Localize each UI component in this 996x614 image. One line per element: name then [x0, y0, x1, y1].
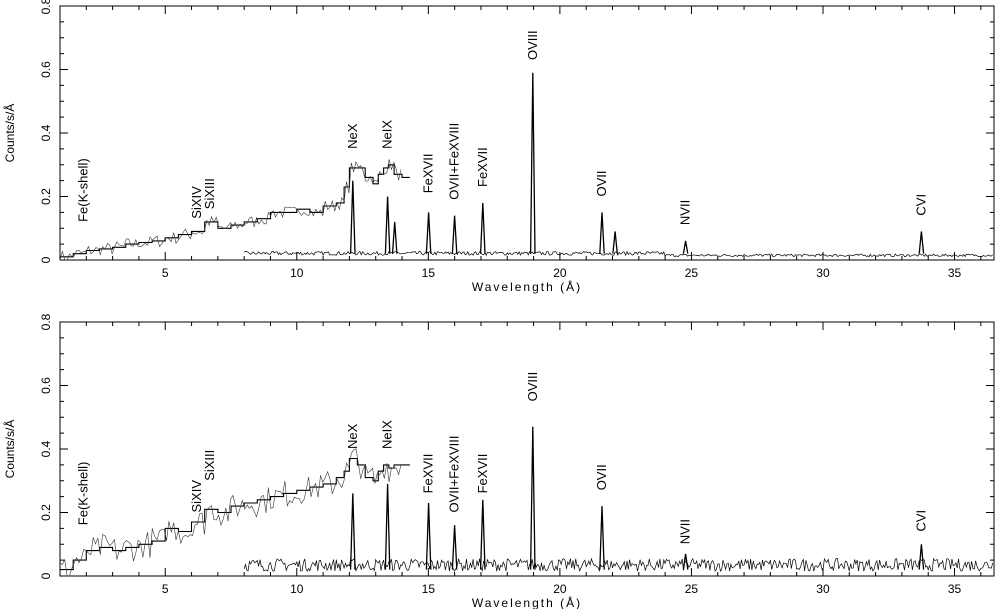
emission-line-peak [425, 502, 432, 570]
emission-line-peak [425, 212, 432, 254]
x-tick-label: 25 [685, 266, 699, 280]
emission-line-peak [384, 196, 391, 254]
emission-line-peak [451, 215, 458, 254]
emission-line-peak [599, 212, 605, 254]
line-annotation: Fe(K-shell) [76, 158, 91, 222]
y-tick-label: 0.2 [39, 188, 53, 205]
x-tick-label: 5 [162, 582, 169, 596]
series-step-spectrum [60, 164, 410, 258]
line-annotation: OVII [594, 170, 609, 196]
emission-line-peak [479, 202, 486, 254]
panel-top: 5 10 15 20 25 30 35 0 0.2 0.4 0.6 0.8 Wavelength (Å)… [2, 0, 995, 294]
x-tick-label: 30 [816, 266, 830, 280]
line-annotation: NeX [345, 123, 360, 149]
x-tick-label: 5 [162, 266, 169, 280]
x-tick-label: 10 [290, 266, 304, 280]
line-annotation: SiXIV [189, 480, 204, 513]
line-annotation: NeIX [380, 420, 395, 449]
x-axis-label: Wavelength (Å) [472, 279, 582, 294]
line-annotation: OVII [594, 464, 609, 490]
emission-line-peak [612, 231, 618, 254]
y-tick-label: 0.8 [39, 313, 53, 330]
emission-line-peak [384, 483, 391, 570]
emission-line-peak [918, 231, 925, 254]
line-annotation: FeXVII [475, 454, 490, 494]
emission-line-peak [391, 221, 398, 254]
series-line-spectrum [244, 250, 993, 258]
line-annotation: SiXIII [202, 178, 217, 209]
line-annotation: NVII [678, 519, 693, 544]
line-annotation: CVI [913, 194, 928, 216]
x-tick-label: 15 [422, 266, 436, 280]
x-tick-label: 10 [290, 582, 304, 596]
line-annotation: NeX [345, 423, 360, 449]
emission-line-peak [349, 180, 356, 254]
x-tick-label: 15 [422, 582, 436, 596]
line-annotation: OVIII [525, 372, 540, 402]
y-tick-label: 0.6 [39, 61, 53, 78]
x-tick-label: 35 [948, 266, 962, 280]
series-step-noise [59, 159, 402, 261]
x-tick-label: 20 [553, 266, 567, 280]
x-tick-label: 35 [948, 582, 962, 596]
line-annotation: Fe(K-shell) [76, 462, 91, 526]
line-annotation: FeXVII [421, 454, 436, 494]
y-tick-label: 0 [39, 572, 53, 579]
line-annotation: CVI [913, 510, 928, 532]
x-tick-label: 25 [685, 582, 699, 596]
line-annotation: FeXVII [421, 154, 436, 194]
line-annotation: SiXIII [202, 450, 217, 481]
series-step-spectrum [60, 457, 410, 571]
y-tick-label: 0.8 [39, 0, 53, 14]
y-tick-label: 0.4 [39, 440, 53, 457]
line-annotation: SiXIV [189, 186, 204, 219]
x-tick-label: 20 [553, 582, 567, 596]
y-tick-label: 0.6 [39, 377, 53, 394]
y-tick-label: 0.2 [39, 504, 53, 521]
panel-bottom: 5 10 15 20 25 30 35 0 0.2 0.4 0.6 0.8 Wavelength (Å)… [2, 313, 995, 610]
emission-line-peak [529, 426, 536, 570]
line-annotation: OVII+FeXVIII [447, 123, 462, 200]
line-annotation: OVIII [525, 30, 540, 60]
emission-line-peak [451, 525, 458, 570]
y-axis-label: Counts/s/Å [2, 420, 17, 479]
line-annotation: NVII [678, 200, 693, 225]
emission-line-peak [479, 499, 486, 570]
emission-line-peak [529, 72, 536, 254]
y-tick-label: 0 [39, 256, 53, 263]
x-axis-label: Wavelength (Å) [472, 595, 582, 609]
line-annotation: FeXVII [475, 147, 490, 187]
emission-line-peak [682, 240, 689, 254]
y-tick-label: 0.4 [39, 124, 53, 141]
y-axis-label: Counts/s/Å [2, 104, 17, 163]
series-line-spectrum [243, 557, 994, 573]
emission-line-peak [918, 544, 925, 570]
series-step-noise [59, 448, 402, 577]
emission-line-peak [682, 553, 689, 570]
line-annotation: NeIX [380, 120, 395, 149]
x-tick-label: 30 [816, 582, 830, 596]
line-annotation: OVII+FeXVIII [447, 436, 462, 513]
emission-line-peak [599, 506, 605, 570]
emission-line-peak [349, 493, 356, 570]
plot-frame [59, 321, 995, 577]
